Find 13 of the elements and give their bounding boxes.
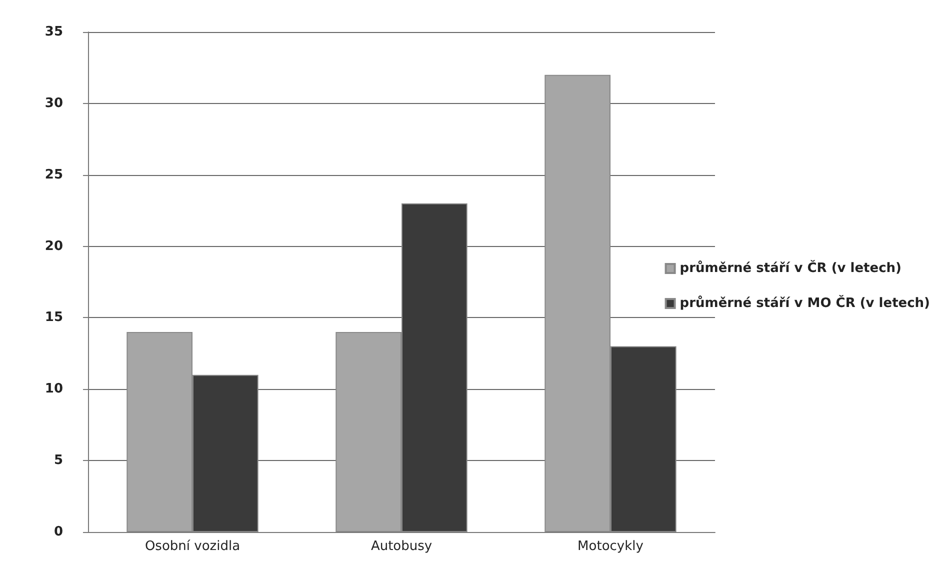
y-tick-label: 20: [44, 238, 63, 254]
y-tick-label: 0: [54, 524, 63, 540]
y-tick-label: 30: [44, 96, 63, 111]
x-tick-label: Osobní vozidla: [144, 539, 240, 554]
y-tick-label: 35: [44, 24, 63, 40]
y-tick-label: 15: [44, 310, 63, 326]
legend-label: průměrné stáří v MO ČR (v letech): [680, 294, 930, 311]
y-tick-label: 5: [54, 453, 63, 468]
x-tick-label: Autobusy: [370, 539, 432, 554]
legend-label: průměrné stáří v ČR (v letech): [680, 259, 902, 276]
y-tick-label: 25: [44, 167, 63, 182]
y-tick-label: 10: [44, 382, 63, 397]
x-tick-label: Motocykly: [578, 539, 644, 554]
